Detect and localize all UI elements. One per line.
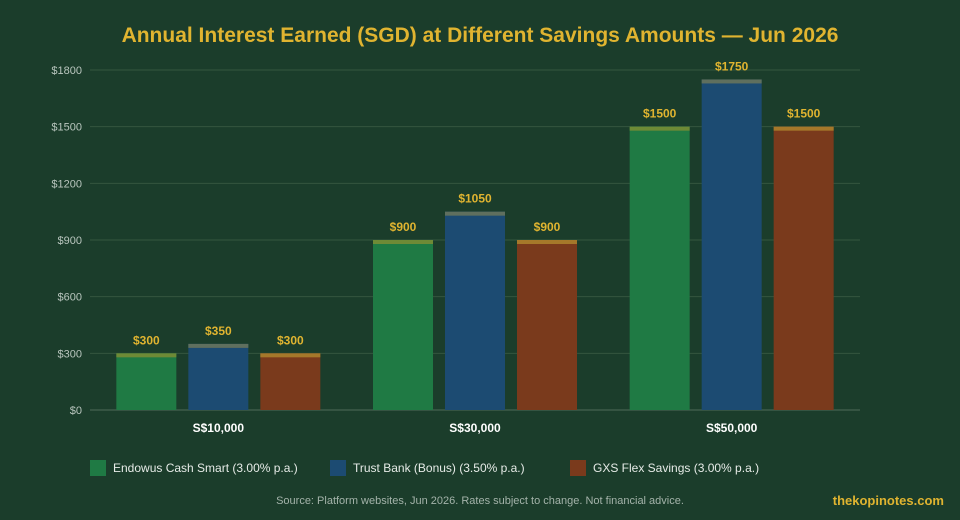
data-label: $900	[390, 220, 417, 234]
data-label: $300	[133, 333, 160, 347]
source-note: Source: Platform websites, Jun 2026. Rat…	[276, 495, 684, 507]
bar-chart: $0 $300 $600 $900 $1200 $1500 $1800 $300 $350 $30…	[51, 59, 860, 435]
bar-cap	[517, 240, 577, 244]
bar	[629, 126, 690, 411]
y-tick-label: $0	[70, 405, 82, 417]
legend: Endowus Cash Smart (3.00% p.a.) Trust Ba…	[90, 459, 810, 477]
x-tick-label: S$10,000	[193, 421, 245, 435]
y-tick-label: $1500	[51, 122, 82, 134]
x-tick-label: S$30,000	[449, 421, 501, 435]
legend-item-endowus: Endowus Cash Smart (3.00% p.a.)	[90, 460, 330, 476]
data-label: $1500	[787, 107, 821, 121]
data-label: $1500	[643, 107, 677, 121]
y-tick-label: $600	[58, 292, 82, 304]
x-tick-label: S$50,000	[706, 421, 758, 435]
y-tick-label: $1800	[51, 65, 82, 77]
bar-cap	[116, 353, 177, 358]
legend-label-trust-bank: Trust Bank (Bonus) (3.50% p.a.)	[353, 461, 525, 475]
bar	[260, 353, 321, 410]
bar-cap	[188, 343, 249, 348]
bar	[373, 240, 433, 410]
legend-swatch-trust-bank	[330, 460, 346, 476]
legend-item-trust-bank: Trust Bank (Bonus) (3.50% p.a.)	[330, 460, 570, 476]
legend-swatch-gxs	[570, 460, 586, 476]
bar	[517, 240, 577, 410]
chart-title: Annual Interest Earned (SGD) at Differen…	[121, 24, 839, 47]
bar-cap	[373, 240, 433, 244]
bar	[701, 79, 762, 410]
data-label: $350	[205, 324, 232, 338]
y-tick-label: $300	[58, 348, 82, 360]
bar-cap	[445, 211, 505, 216]
bar	[773, 126, 834, 411]
bar	[188, 343, 249, 410]
data-label: $300	[277, 333, 304, 347]
y-tick-label: $900	[58, 235, 82, 247]
legend-swatch-endowus	[90, 460, 106, 476]
legend-label-gxs: GXS Flex Savings (3.00% p.a.)	[593, 461, 760, 475]
legend-label-endowus: Endowus Cash Smart (3.00% p.a.)	[113, 461, 298, 475]
bar	[445, 211, 505, 410]
bar-cap	[701, 79, 762, 84]
brand-watermark: thekopinotes.com	[832, 493, 944, 508]
bar	[116, 353, 177, 410]
bar-cap	[629, 126, 690, 131]
data-label: $1750	[715, 59, 749, 73]
bar-cap	[773, 126, 834, 131]
data-label: $900	[534, 220, 561, 234]
legend-item-gxs: GXS Flex Savings (3.00% p.a.)	[570, 460, 810, 476]
bar-cap	[260, 353, 321, 358]
data-label: $1050	[458, 192, 492, 206]
y-tick-label: $1200	[51, 178, 82, 190]
